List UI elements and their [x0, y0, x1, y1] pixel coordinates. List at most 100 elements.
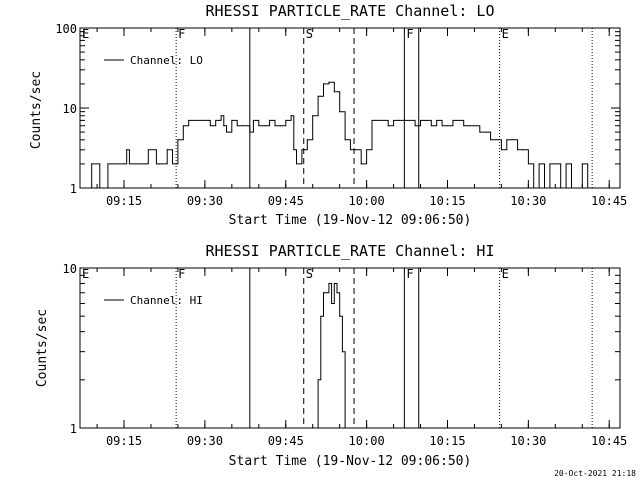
- data-point: [479, 131, 481, 133]
- data-point: [147, 149, 149, 151]
- data-point: [533, 187, 535, 189]
- data-point: [403, 119, 405, 121]
- data-point: [312, 115, 314, 117]
- data-point: [323, 83, 324, 85]
- data-point: [182, 125, 184, 127]
- event-marker-label: F: [406, 27, 413, 41]
- series-line: [315, 283, 346, 429]
- data-point: [201, 119, 203, 121]
- x-tick-label: 10:45: [591, 194, 627, 208]
- data-point: [339, 315, 341, 317]
- data-point: [290, 115, 292, 117]
- data-point: [576, 187, 578, 189]
- data-point: [242, 125, 244, 127]
- data-point: [484, 131, 486, 133]
- x-tick-label: 09:30: [187, 434, 223, 448]
- x-tick-label: 09:45: [268, 194, 304, 208]
- x-tick-label: 10:00: [349, 194, 385, 208]
- data-point: [544, 187, 545, 189]
- data-point: [223, 125, 225, 127]
- data-point: [581, 163, 583, 165]
- footer-timestamp: 20-Oct-2021 21:18: [554, 469, 636, 478]
- data-point: [420, 119, 421, 121]
- data-point: [333, 283, 335, 284]
- event-marker-label: F: [406, 267, 413, 281]
- data-point: [293, 149, 295, 151]
- y-tick-label: 1: [70, 182, 77, 196]
- event-marker-label: S: [306, 267, 313, 281]
- data-point: [382, 119, 384, 121]
- data-point: [565, 163, 567, 165]
- data-point: [128, 163, 130, 165]
- event-marker-label: F: [178, 267, 185, 281]
- data-point: [226, 131, 227, 133]
- data-point: [220, 115, 222, 117]
- data-point: [177, 139, 179, 141]
- data-point: [231, 119, 233, 121]
- data-point: [99, 187, 101, 189]
- data-point: [538, 163, 540, 165]
- x-tick-label: 10:15: [429, 434, 465, 448]
- data-point: [549, 163, 551, 165]
- data-point: [172, 163, 173, 165]
- data-point: [112, 163, 114, 165]
- chart-title: RHESSI PARTICLE_RATE Channel: LO: [206, 2, 495, 20]
- chart-panel-hi: RHESSI PARTICLE_RATE Channel: HI Start T…: [35, 242, 627, 469]
- data-point: [441, 125, 443, 127]
- data-point: [325, 292, 327, 294]
- data-point: [349, 149, 351, 151]
- event-marker-label: E: [502, 27, 509, 41]
- data-point: [355, 149, 357, 151]
- data-point: [320, 315, 322, 317]
- x-axis-label: Start Time (19-Nov-12 09:06:50): [229, 213, 472, 228]
- data-point: [517, 149, 519, 151]
- event-marker-label: S: [306, 27, 313, 41]
- data-point: [522, 149, 524, 151]
- data-point: [331, 303, 333, 304]
- data-point: [91, 163, 93, 165]
- x-tick-label: 10:15: [429, 194, 465, 208]
- data-point: [252, 119, 254, 121]
- data-point: [452, 119, 454, 121]
- y-axis-label: Counts/sec: [29, 71, 44, 149]
- data-point: [83, 187, 85, 189]
- legend-label: Channel: LO: [130, 54, 203, 67]
- event-marker-label: E: [82, 267, 89, 281]
- data-point: [249, 131, 251, 133]
- legend-label: Channel: HI: [130, 294, 203, 307]
- plot-frame: [79, 267, 621, 429]
- data-point: [236, 125, 238, 127]
- data-point: [188, 119, 190, 121]
- data-point: [409, 119, 411, 121]
- data-point: [393, 119, 395, 121]
- data-point: [398, 119, 400, 121]
- data-point: [473, 125, 475, 127]
- series-line: [83, 81, 589, 189]
- y-tick-label: 100: [55, 22, 77, 36]
- data-point: [468, 125, 470, 127]
- data-point: [279, 125, 281, 127]
- data-point: [193, 119, 195, 121]
- x-tick-label: 10:30: [510, 194, 546, 208]
- x-tick-label: 10:45: [591, 434, 627, 448]
- data-point: [587, 187, 589, 189]
- data-point: [344, 427, 346, 429]
- data-point: [500, 149, 502, 151]
- data-point: [495, 139, 497, 141]
- event-marker-label: F: [178, 27, 185, 41]
- data-point: [554, 163, 556, 165]
- data-point: [317, 379, 319, 381]
- data-point: [215, 119, 217, 121]
- data-point: [145, 163, 147, 165]
- x-tick-label: 09:15: [106, 194, 142, 208]
- data-point: [328, 81, 330, 83]
- data-point: [336, 292, 338, 294]
- data-point: [155, 163, 157, 165]
- data-point: [447, 125, 448, 127]
- data-point: [209, 125, 211, 127]
- data-point: [126, 149, 128, 151]
- data-point: [344, 139, 346, 141]
- x-tick-label: 10:30: [510, 434, 546, 448]
- data-point: [314, 427, 316, 429]
